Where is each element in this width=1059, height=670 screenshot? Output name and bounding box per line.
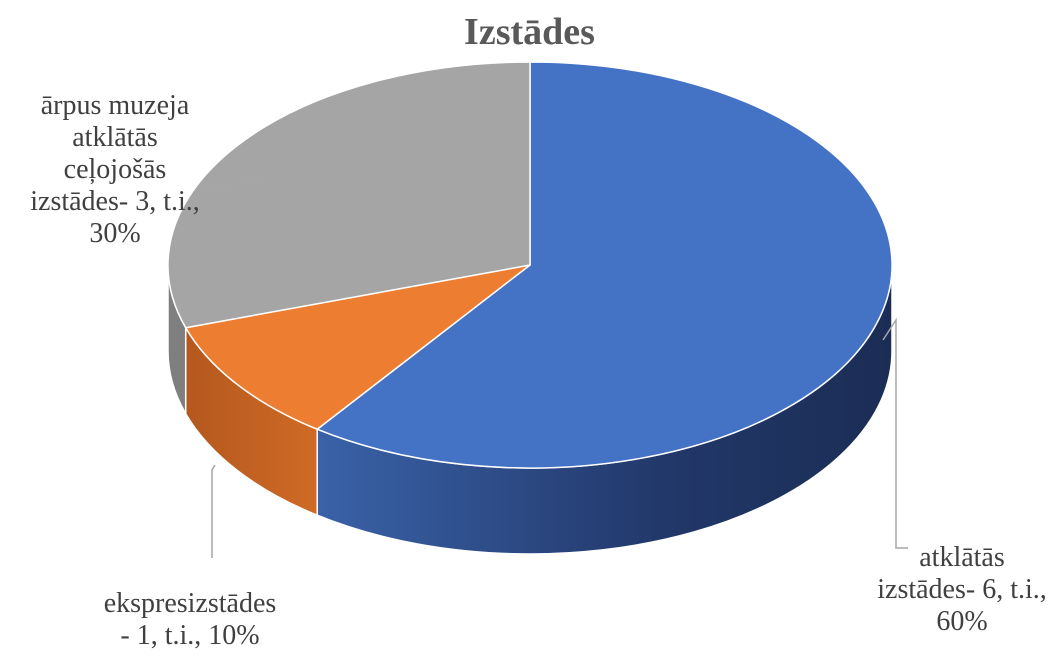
data-label-text: ekspresizstādes - 1, t.i., 10% (103, 588, 277, 651)
leader-line-ekspresizstades (211, 464, 216, 558)
data-label-atklatas: atklātās izstādes- 6, t.i., 60% (872, 510, 1052, 670)
leader-line-arpus-muzeja (200, 175, 269, 189)
data-label-ekspresizstades: ekspresizstādes - 1, t.i., 10% (60, 556, 320, 652)
slice-arpus-muzeja (167, 61, 531, 329)
slice-ekspresizstades (184, 264, 531, 430)
chart-title: Izstādes (464, 11, 595, 53)
slice-atklatas-izstades (316, 61, 893, 469)
leader-line-atklatas (882, 317, 908, 549)
pie-chart (167, 61, 908, 558)
pie-tops (167, 61, 893, 469)
data-label-arpus-muzeja: ārpus muzeja atklātās ceļojošās izstādes… (0, 58, 230, 282)
data-label-percent: 60% (936, 606, 988, 637)
data-label-text: atklātās izstādes- 6, t.i., (877, 542, 1047, 605)
data-label-text: ārpus muzeja atklātās ceļojošās izstādes… (30, 90, 200, 217)
leader-lines (200, 175, 908, 558)
data-label-percent: 30% (89, 218, 141, 249)
